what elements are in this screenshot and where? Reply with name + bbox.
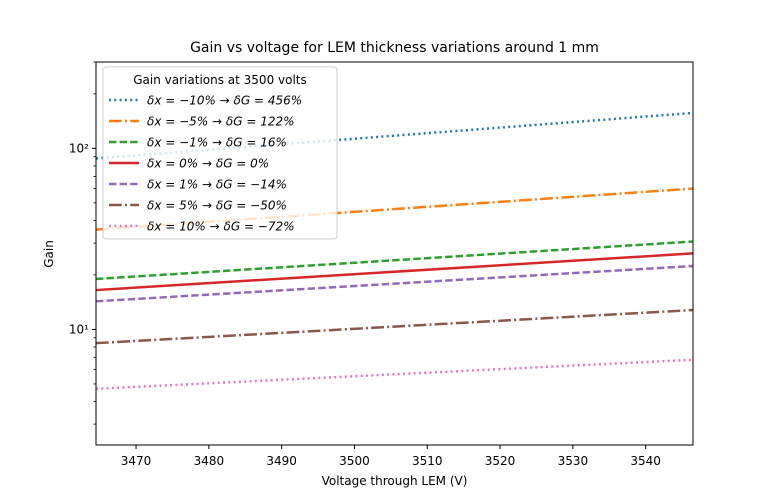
x-tick-label: 3540	[630, 454, 661, 468]
x-tick-label: 3520	[485, 454, 516, 468]
series-line-4	[95, 252, 694, 292]
x-tick-label: 3500	[339, 454, 370, 468]
series-lines	[95, 111, 694, 391]
legend-box	[102, 66, 338, 240]
x-tick-label: 3480	[194, 454, 225, 468]
plot-frame	[95, 61, 694, 446]
legend: Gain variations at 3500 volts δx = −10% →…	[102, 66, 338, 240]
legend-title: Gain variations at 3500 volts	[133, 73, 307, 87]
y-tick-label: 10²	[69, 141, 89, 155]
legend-entry-1: δx = −10% → δG = 456%	[147, 94, 302, 108]
y-axis-ticks: 10¹ 10²	[69, 61, 96, 425]
series-line-3	[95, 240, 694, 281]
x-tick-label: 3530	[558, 454, 589, 468]
x-axis-label: Voltage through LEM (V)	[322, 474, 468, 488]
legend-entry-3: δx = −1% → δG = 16%	[147, 136, 287, 150]
y-axis-label: Gain	[42, 240, 56, 268]
legend-entry-2: δx = −5% → δG = 122%	[147, 115, 295, 129]
y-tick-label: 10¹	[69, 322, 89, 336]
legend-entry-6: δx = 5% → δG = −50%	[147, 199, 287, 213]
chart-title: Gain vs voltage for LEM thickness variat…	[190, 40, 599, 56]
x-axis-ticks: 3470 3480 3490 3500 3510 3520 3530 3540	[121, 445, 661, 468]
x-tick-label: 3510	[412, 454, 443, 468]
series-line-5	[95, 264, 694, 303]
plot-area: 3470 3480 3490 3500 3510 3520 3530 3540 10¹ 10²	[69, 61, 694, 468]
legend-entry-7: δx = 10% → δG = −72%	[147, 220, 295, 234]
series-line-2	[95, 187, 694, 231]
x-tick-label: 3470	[121, 454, 152, 468]
legend-entry-4: δx = 0% → δG = 0%	[147, 157, 269, 171]
series-line-1	[95, 111, 694, 160]
series-line-6	[95, 308, 694, 345]
legend-entry-5: δx = 1% → δG = −14%	[147, 178, 287, 192]
x-tick-label: 3490	[266, 454, 297, 468]
